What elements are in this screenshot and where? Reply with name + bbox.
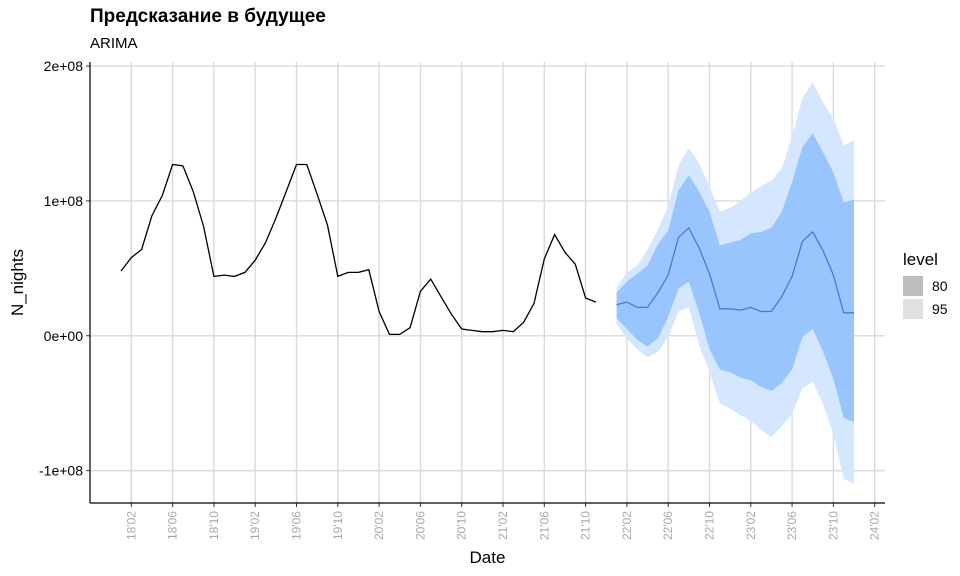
forecast-mean-line bbox=[616, 226, 854, 314]
y-tick-label: 2e+08 bbox=[44, 58, 84, 74]
x-tick-label: 19'06 bbox=[289, 511, 303, 540]
x-tick-label: 21'10 bbox=[579, 511, 593, 540]
x-tick-label: 23'02 bbox=[744, 511, 758, 540]
x-tick-label: 22'06 bbox=[661, 511, 675, 540]
legend-key-95[interactable] bbox=[903, 299, 923, 319]
legend-label-80: 80 bbox=[932, 278, 948, 294]
x-tick-label: 22'02 bbox=[620, 511, 634, 540]
x-axis-title: Date bbox=[470, 548, 506, 567]
y-tick-label: 0e+00 bbox=[44, 328, 84, 344]
x-tick-label: 23'10 bbox=[826, 511, 840, 540]
chart-subtitle: ARIMA bbox=[90, 35, 138, 52]
x-tick-label: 18'06 bbox=[166, 511, 180, 540]
x-tick-label: 19'02 bbox=[248, 511, 262, 540]
grid bbox=[90, 62, 885, 503]
x-tick-label: 18'10 bbox=[207, 511, 221, 540]
band-80-layer bbox=[616, 133, 854, 423]
y-axis-title: N_nights bbox=[8, 249, 27, 316]
x-tick-label: 20'06 bbox=[413, 511, 427, 540]
x-tick-label: 22'10 bbox=[702, 511, 716, 540]
legend-title: level bbox=[903, 250, 938, 269]
legend[interactable]: level 80 95 bbox=[903, 250, 948, 319]
chart-title: Предсказание в будущее bbox=[90, 6, 326, 27]
x-tick-label: 19'10 bbox=[331, 511, 345, 540]
x-tick-label: 18'02 bbox=[124, 511, 138, 540]
prediction-band-80 bbox=[616, 133, 854, 423]
x-tick-label: 20'10 bbox=[455, 511, 469, 540]
y-tick-label: -1e+08 bbox=[39, 463, 83, 479]
x-tick-label: 20'02 bbox=[372, 511, 386, 540]
x-tick-label: 21'06 bbox=[537, 511, 551, 540]
x-tick-label: 21'02 bbox=[496, 511, 510, 540]
x-tick-label: 24'02 bbox=[868, 511, 882, 540]
legend-key-80[interactable] bbox=[903, 276, 923, 296]
history-layer bbox=[120, 163, 597, 336]
axes: 18'02 18'06 18'10 19'02 19'06 19'10 20'02 20'06… bbox=[8, 58, 885, 567]
x-tick-label: 23'06 bbox=[785, 511, 799, 540]
y-tick-label: 1e+08 bbox=[44, 193, 84, 209]
forecast-layer bbox=[616, 226, 854, 314]
legend-label-95: 95 bbox=[932, 301, 948, 317]
history-line bbox=[120, 163, 597, 336]
